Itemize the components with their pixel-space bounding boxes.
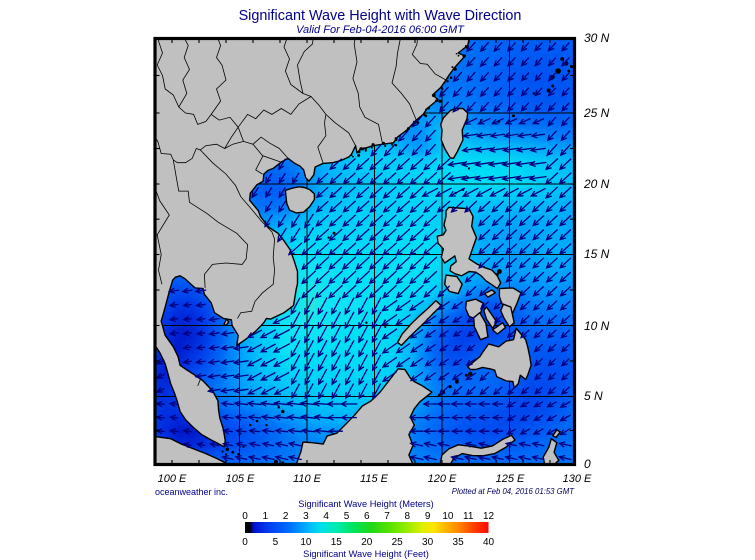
svg-text:1: 1 bbox=[263, 511, 269, 522]
svg-text:40: 40 bbox=[483, 537, 495, 548]
svg-text:11: 11 bbox=[463, 511, 474, 522]
svg-text:15 N: 15 N bbox=[584, 247, 610, 261]
svg-text:25 N: 25 N bbox=[583, 106, 610, 120]
svg-text:10 N: 10 N bbox=[584, 319, 610, 333]
svg-text:2: 2 bbox=[283, 511, 289, 522]
svg-text:7: 7 bbox=[384, 511, 390, 522]
svg-text:4: 4 bbox=[323, 511, 329, 522]
svg-text:110 E: 110 E bbox=[293, 473, 322, 485]
svg-text:120 E: 120 E bbox=[428, 473, 457, 485]
svg-text:12: 12 bbox=[483, 511, 495, 522]
svg-text:10: 10 bbox=[300, 537, 312, 548]
svg-text:15: 15 bbox=[331, 537, 343, 548]
svg-text:100 E: 100 E bbox=[158, 473, 187, 485]
svg-text:Significant Wave Height (Meter: Significant Wave Height (Meters) bbox=[298, 499, 434, 509]
svg-text:20 N: 20 N bbox=[583, 177, 610, 191]
svg-text:5: 5 bbox=[273, 537, 279, 548]
svg-text:0: 0 bbox=[584, 457, 591, 471]
svg-text:30 N: 30 N bbox=[584, 31, 610, 45]
svg-text:6: 6 bbox=[364, 511, 370, 522]
svg-text:Significant Wave Height (Feet): Significant Wave Height (Feet) bbox=[303, 549, 429, 559]
svg-text:8: 8 bbox=[405, 511, 411, 522]
svg-text:3: 3 bbox=[303, 511, 309, 522]
svg-text:10: 10 bbox=[442, 511, 454, 522]
svg-text:oceanweather inc.: oceanweather inc. bbox=[155, 487, 228, 497]
svg-text:30: 30 bbox=[422, 537, 434, 548]
svg-text:Significant Wave Height with W: Significant Wave Height with Wave Direct… bbox=[239, 8, 522, 24]
svg-text:105 E: 105 E bbox=[226, 473, 255, 485]
svg-text:0: 0 bbox=[242, 537, 248, 548]
svg-text:130 E: 130 E bbox=[563, 473, 592, 485]
svg-text:9: 9 bbox=[425, 511, 431, 522]
svg-text:Valid For Feb-04-2016 06:00 GM: Valid For Feb-04-2016 06:00 GMT bbox=[296, 24, 465, 36]
svg-text:0: 0 bbox=[242, 511, 248, 522]
svg-text:125 E: 125 E bbox=[496, 473, 525, 485]
svg-text:25: 25 bbox=[392, 537, 404, 548]
svg-text:5 N: 5 N bbox=[584, 389, 603, 403]
svg-text:Plotted at Feb 04, 2016 01:53: Plotted at Feb 04, 2016 01:53 GMT bbox=[452, 487, 575, 496]
svg-text:20: 20 bbox=[361, 537, 373, 548]
svg-text:115 E: 115 E bbox=[360, 473, 389, 485]
svg-text:5: 5 bbox=[344, 511, 350, 522]
svg-text:35: 35 bbox=[453, 537, 465, 548]
